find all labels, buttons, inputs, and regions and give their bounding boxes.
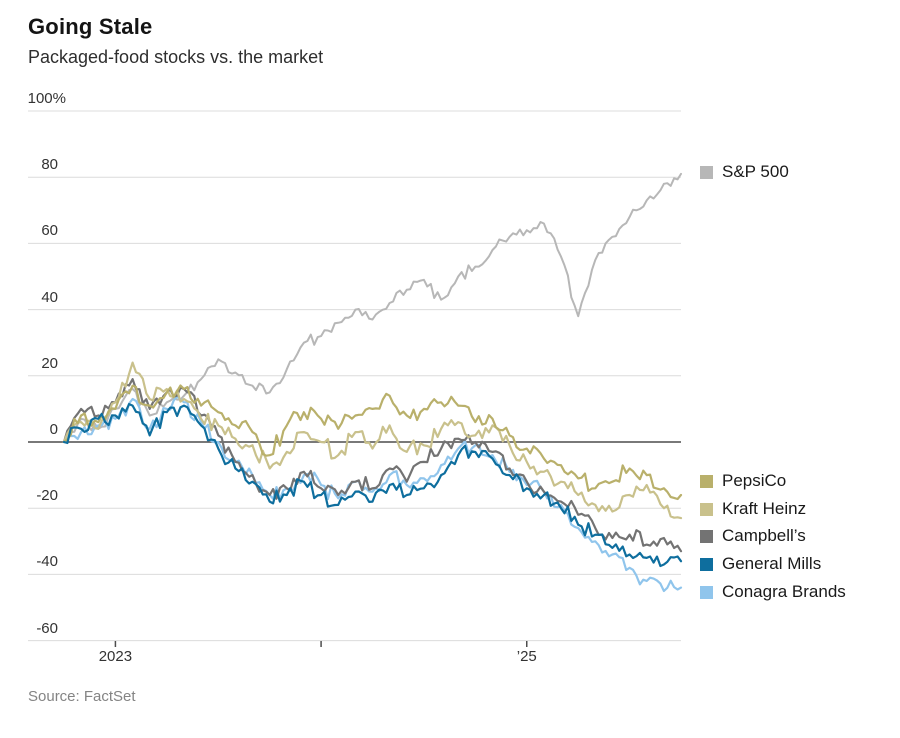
y-axis-label: 60 xyxy=(41,222,58,240)
series-line-general-mills xyxy=(62,403,683,568)
y-axis-label: 20 xyxy=(41,354,58,372)
legend-swatch-kraft-heinz xyxy=(700,502,713,516)
y-axis-label: 100% xyxy=(27,90,66,107)
legend-item-pepsico: PepsiCo xyxy=(700,471,786,491)
y-axis-label: -20 xyxy=(36,487,58,505)
legend-swatch-conagra-brands xyxy=(700,585,713,599)
y-axis-label: 40 xyxy=(41,288,58,306)
y-axis-label: -60 xyxy=(36,619,58,637)
series-line-kraft-heinz xyxy=(62,361,683,520)
legend-swatch-general-mills xyxy=(700,557,713,571)
legend-swatch-pepsico xyxy=(700,474,713,488)
chart-subtitle: Packaged-food stocks vs. the market xyxy=(28,47,324,67)
legend-item-general-mills: General Mills xyxy=(700,554,821,574)
legend-item-kraft-heinz: Kraft Heinz xyxy=(700,499,806,519)
y-axis-label: -40 xyxy=(36,553,58,571)
legend-label-kraft-heinz: Kraft Heinz xyxy=(722,499,807,518)
legend-label-sp500: S&P 500 xyxy=(722,162,789,181)
series-line-pepsico xyxy=(62,384,683,501)
y-axis-label: 80 xyxy=(41,156,58,174)
legend-swatch-sp500 xyxy=(700,165,713,179)
legend-label-general-mills: General Mills xyxy=(722,554,822,573)
legend-label-pepsico: PepsiCo xyxy=(722,471,787,490)
legend-item-conagra-brands: Conagra Brands xyxy=(700,582,846,602)
x-axis-label: 2023 xyxy=(98,648,133,665)
legend-item-sp500: S&P 500 xyxy=(700,162,789,182)
x-axis-label: ’25 xyxy=(516,648,537,665)
legend-swatch-campbells xyxy=(700,529,713,543)
chart-title: Going Stale xyxy=(28,14,153,39)
series-line-s-p-500 xyxy=(63,172,682,443)
source-note: Source: FactSet xyxy=(28,688,136,705)
y-axis-label: 0 xyxy=(49,421,58,438)
series-line-conagra-brands xyxy=(62,395,683,593)
legend-label-conagra-brands: Conagra Brands xyxy=(722,582,846,601)
legend-label-campbells: Campbell’s xyxy=(722,526,806,545)
legend-item-campbells: Campbell’s xyxy=(700,526,806,546)
